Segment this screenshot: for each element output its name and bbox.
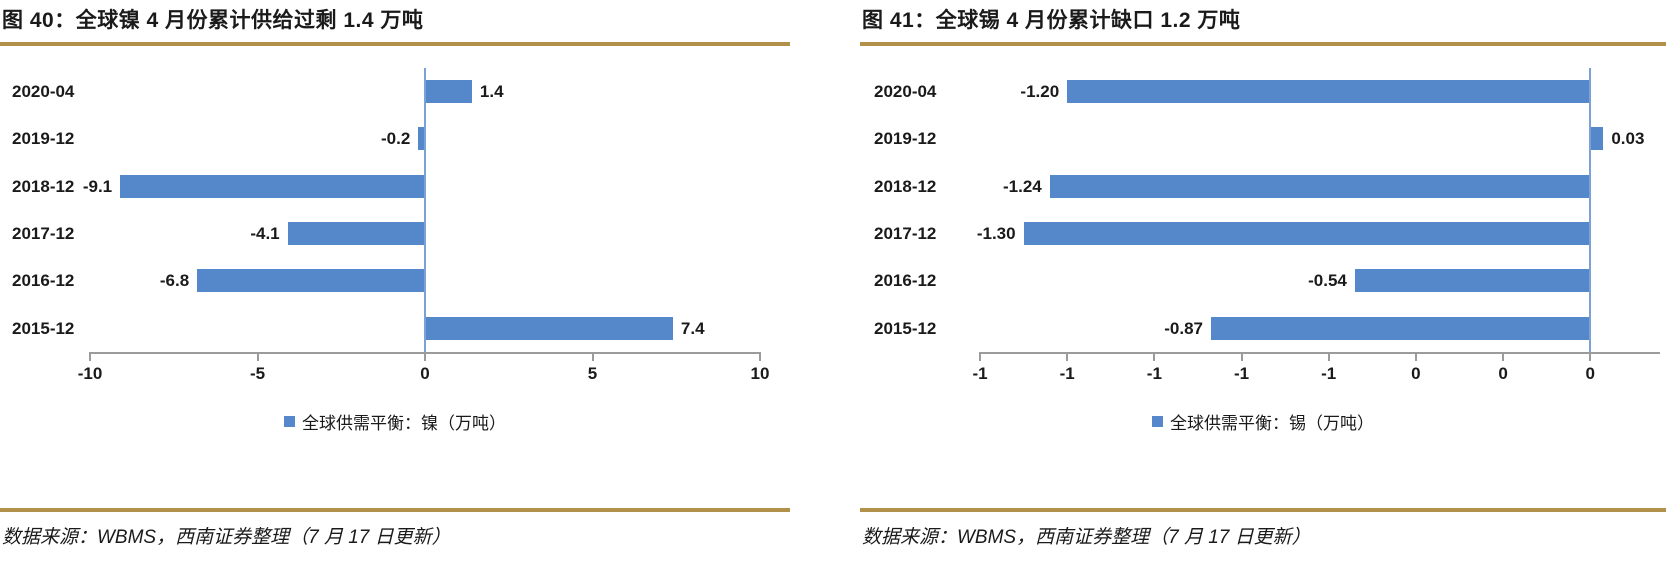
legend-swatch-icon	[284, 415, 295, 427]
axis-tick	[1240, 352, 1243, 361]
axis-tick-label: -1	[972, 364, 988, 383]
x-axis-line	[980, 352, 1660, 354]
figure-40-nickel-panel: 图 40：全球镍 4 月份累计供给过剩 1.4 万吨 2020-04 1.4 201…	[0, 0, 790, 549]
value-label: -0.87	[1164, 318, 1204, 338]
data-bar	[287, 222, 425, 246]
figure-41-title: 图 41：全球锡 4 月份累计缺口 1.2 万吨	[862, 9, 1241, 32]
axis-tick	[591, 352, 594, 361]
data-bar	[425, 316, 673, 340]
axis-tick-label: 0	[1498, 364, 1508, 383]
axis-tick-label: 10	[750, 364, 770, 383]
data-bar	[197, 269, 425, 293]
value-label: 1.4	[479, 82, 504, 101]
axis-tick-label: -5	[249, 364, 266, 383]
data-bar	[1211, 316, 1591, 340]
value-label: -0.2	[381, 129, 411, 149]
value-label: -6.8	[159, 271, 190, 291]
figure-41-source-note: 数据来源：WBMS，西南证券整理（7 月 17 日更新）	[862, 527, 1311, 548]
zero-axis-line	[1589, 68, 1592, 352]
axis-tick	[1414, 352, 1417, 361]
axis-tick-label: -10	[77, 364, 103, 383]
axis-tick	[1153, 352, 1156, 361]
axis-tick	[1589, 352, 1592, 361]
category-label: 2020-04	[874, 82, 937, 101]
category-label: 2016-12	[874, 271, 937, 291]
axis-tick	[979, 352, 981, 361]
figure-40-footer-rule	[0, 508, 790, 512]
data-bar	[1049, 174, 1591, 198]
axis-tick-label: -1	[1321, 364, 1337, 383]
figure-40-legend-label: 全球供需平衡：镍（万吨）	[302, 413, 506, 433]
value-label: -4.1	[250, 223, 280, 243]
figure-40-title-rule	[0, 42, 790, 46]
figure-41-footer-rule	[860, 508, 1666, 512]
axis-tick-label: 0	[420, 364, 430, 383]
data-bar	[1354, 269, 1591, 293]
figure-41-tin-panel: 图 41：全球锡 4 月份累计缺口 1.2 万吨 2020-04 -1.20 201…	[860, 0, 1666, 549]
data-bar	[1590, 127, 1604, 151]
axis-tick-label: 0	[1411, 364, 1421, 383]
axis-tick-label: 0	[1585, 364, 1595, 383]
category-label: 2018-12	[874, 176, 937, 196]
axis-tick-label: -1	[1146, 364, 1162, 383]
value-label: 0.03	[1611, 129, 1645, 149]
value-label: -1.24	[1002, 176, 1042, 196]
figure-40-legend: 全球供需平衡：镍（万吨）	[0, 410, 790, 433]
tin-balance-bar-chart: 2020-04 -1.20 2019-12 0.03 2018-12 -1.24 2017-…	[860, 68, 1666, 384]
axis-tick-label: -1	[1233, 364, 1250, 383]
nickel-balance-bar-chart: 2020-04 1.4 2019-12 -0.2 2018-12 -9.1 2017-12 -…	[0, 68, 790, 384]
category-label: 2019-12	[12, 129, 75, 149]
legend-swatch-icon	[1152, 415, 1163, 427]
category-label: 2016-12	[12, 271, 75, 291]
category-label: 2019-12	[874, 129, 937, 149]
axis-tick	[89, 352, 91, 361]
category-label: 2017-12	[12, 223, 75, 243]
axis-tick-label: -1	[1059, 364, 1075, 383]
axis-tick	[1066, 352, 1069, 361]
report-figures-row: 图 40：全球镍 4 月份累计供给过剩 1.4 万吨 2020-04 1.4 201…	[0, 0, 1666, 549]
axis-tick	[759, 352, 761, 361]
category-label: 2015-12	[874, 318, 937, 338]
figure-40-title: 图 40：全球镍 4 月份累计供给过剩 1.4 万吨	[2, 9, 424, 32]
value-label: -1.30	[976, 223, 1016, 243]
axis-tick	[1327, 352, 1330, 361]
axis-tick	[424, 352, 426, 361]
figure-41-legend: 全球供需平衡：锡（万吨）	[860, 410, 1666, 433]
category-label: 2020-04	[12, 82, 75, 101]
axis-tick-label: 5	[587, 364, 598, 383]
data-bar	[425, 80, 472, 104]
figure-41-legend-label: 全球供需平衡：锡（万吨）	[1170, 413, 1374, 433]
data-bar	[1023, 222, 1591, 246]
value-label: -1.20	[1020, 82, 1060, 101]
axis-tick	[256, 352, 259, 361]
figure-40-source-note: 数据来源：WBMS，西南证券整理（7 月 17 日更新）	[2, 527, 451, 548]
category-label: 2015-12	[12, 318, 75, 338]
zero-axis-line	[424, 68, 426, 352]
value-label: -0.54	[1308, 271, 1347, 291]
value-label: -9.1	[82, 176, 113, 196]
category-label: 2018-12	[12, 176, 75, 196]
data-bar	[120, 174, 425, 198]
data-bar	[1067, 80, 1591, 104]
category-label: 2017-12	[874, 223, 937, 243]
figure-41-title-rule	[860, 42, 1666, 46]
axis-tick	[1502, 352, 1505, 361]
value-label: 7.4	[680, 318, 705, 338]
data-bar	[418, 127, 425, 151]
